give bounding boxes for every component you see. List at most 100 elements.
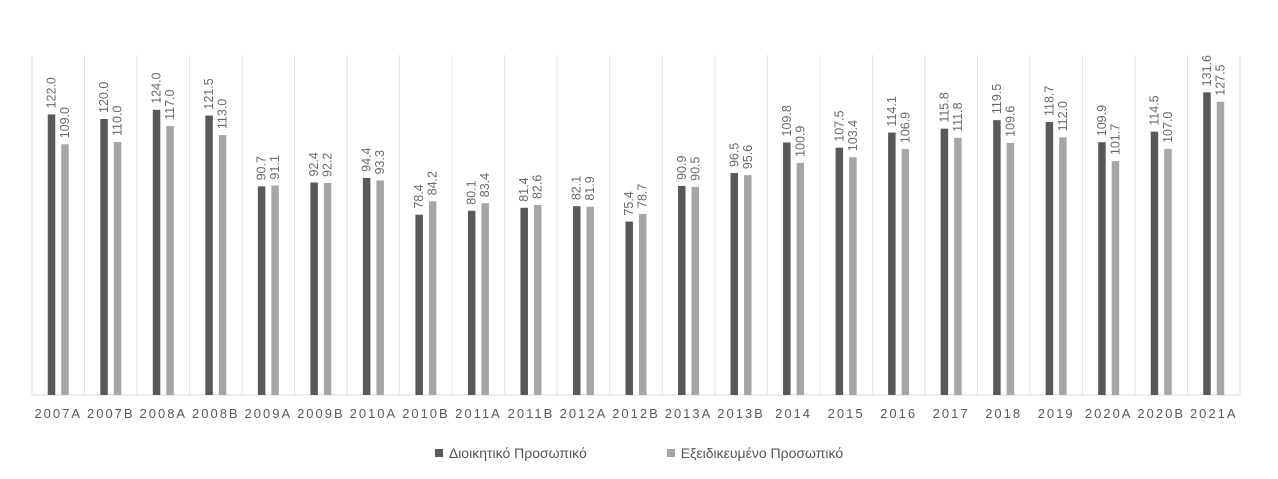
data-label-series-2: 93.3 [373, 150, 387, 174]
x-tick-label: 2013B [717, 406, 765, 421]
data-label-series-1: 119.5 [990, 84, 1004, 114]
data-label-series-2: 84.2 [426, 171, 440, 195]
x-tick-label: 2018 [985, 406, 1022, 421]
data-label-series-2: 109.0 [58, 107, 72, 138]
bar-series-2 [533, 205, 542, 395]
bar-series-2 [796, 162, 805, 395]
data-label-series-1: 118.7 [1042, 86, 1056, 116]
data-label-series-1: 96.5 [727, 143, 741, 167]
bar-series-1 [783, 142, 791, 395]
x-tick-label: 2007B [87, 406, 135, 421]
data-label-series-2: 111.8 [951, 102, 965, 131]
data-label-series-1: 81.4 [517, 177, 531, 201]
data-label-series-2: 100.9 [793, 126, 807, 157]
data-label-series-1: 92.4 [307, 152, 321, 176]
data-label-series-2: 92.2 [321, 153, 335, 177]
data-label-series-2: 101.7 [1108, 124, 1122, 155]
bar-series-1 [1045, 121, 1054, 396]
bar-series-2 [1006, 142, 1015, 395]
data-label-series-1: 121.5 [202, 78, 216, 109]
data-label-series-2: 117.0 [163, 89, 177, 119]
bar-series-2 [1216, 101, 1225, 395]
bar-series-2 [481, 203, 489, 395]
data-label-series-2: 82.6 [531, 175, 545, 199]
data-label-series-1: 109.8 [780, 105, 794, 136]
bar-series-2 [901, 149, 910, 395]
bar-series-1 [1150, 131, 1159, 395]
bar-series-2 [1164, 148, 1172, 395]
legend-item-series-1: Διοικητικό Προσωπικό [434, 445, 587, 461]
data-label-series-1: 114.5 [1147, 95, 1161, 125]
x-tick-label: 2013A [665, 406, 713, 421]
data-label-series-2: 107.0 [1161, 112, 1175, 143]
data-label-series-1: 124.0 [150, 72, 164, 103]
legend-swatch-series-2 [666, 449, 675, 457]
x-tick-label: 2009A [245, 406, 293, 421]
bar-series-2 [166, 125, 174, 396]
x-tick-label: 2020A [1085, 406, 1133, 421]
legend-swatch-series-1 [434, 449, 443, 457]
data-label-series-2: 90.5 [688, 156, 702, 180]
bar-series-2 [376, 180, 384, 395]
bar-series-1 [257, 186, 266, 395]
bar-series-1 [835, 147, 844, 395]
bar-series-1 [47, 114, 56, 396]
bar-series-1 [310, 182, 318, 395]
data-label-series-1: 122.0 [45, 77, 59, 108]
bar-series-1 [940, 128, 949, 395]
x-tick-label: 2009B [297, 406, 345, 421]
data-label-series-1: 114.1 [885, 96, 899, 126]
bar-series-2 [323, 182, 332, 395]
legend-item-series-2: Εξειδικευμένο Προσωπικό [666, 445, 844, 461]
data-label-series-1: 78.4 [412, 184, 426, 208]
bar-series-2 [954, 137, 962, 396]
data-label-series-1: 82.1 [570, 176, 584, 200]
bar-series-1 [520, 207, 528, 395]
data-label-series-1: 120.0 [97, 82, 111, 113]
legend-label-series-2: Εξειδικευμένο Προσωπικό [680, 445, 844, 461]
bar-series-1 [1203, 92, 1211, 395]
bar-series-2 [61, 144, 69, 395]
bar-series-2 [113, 142, 122, 395]
data-label-series-2: 91.1 [268, 155, 282, 179]
bar-series-1 [205, 115, 213, 396]
data-label-series-2: 81.9 [583, 176, 597, 200]
data-label-series-1: 94.4 [360, 148, 374, 172]
data-label-series-2: 83.4 [478, 173, 492, 197]
legend-label-series-1: Διοικητικό Προσωπικό [448, 445, 587, 461]
bar-series-2 [586, 206, 594, 395]
bar-series-2 [218, 135, 227, 395]
data-label-series-2: 113.0 [216, 99, 230, 129]
bar-series-1 [467, 210, 476, 395]
bar-series-1 [625, 221, 633, 395]
x-tick-label: 2011B [508, 406, 555, 421]
bar-series-2 [639, 213, 647, 395]
bar-series-2 [1059, 137, 1067, 395]
data-label-series-2: 110.0 [111, 106, 125, 136]
data-label-series-2: 109.6 [1003, 106, 1017, 137]
x-tick-label: 2020B [1137, 406, 1185, 421]
x-tick-label: 2012A [560, 406, 608, 421]
x-tick-label: 2010A [350, 406, 398, 421]
data-label-series-2: 78.7 [636, 184, 650, 208]
x-tick-label: 2021A [1190, 406, 1238, 421]
x-tick-label: 2010B [402, 406, 450, 421]
x-tick-label: 2011A [455, 406, 502, 421]
data-label-series-1: 107.5 [832, 110, 846, 141]
data-label-series-2: 95.6 [741, 145, 755, 169]
data-label-series-2: 127.5 [1213, 64, 1227, 95]
data-label-series-1: 75.4 [622, 191, 636, 215]
data-label-series-1: 90.9 [675, 156, 689, 180]
x-tick-label: 2007A [34, 406, 82, 421]
data-label-series-1: 131.6 [1200, 55, 1214, 86]
bar-series-1 [572, 206, 581, 395]
bar-series-1 [993, 120, 1001, 396]
data-label-series-2: 103.4 [846, 120, 860, 151]
x-tick-label: 2014 [775, 406, 812, 421]
data-label-series-2: 106.9 [898, 112, 912, 143]
x-tick-label: 2015 [828, 406, 865, 421]
x-tick-label: 2012B [612, 406, 660, 421]
bar-series-2 [271, 185, 279, 395]
